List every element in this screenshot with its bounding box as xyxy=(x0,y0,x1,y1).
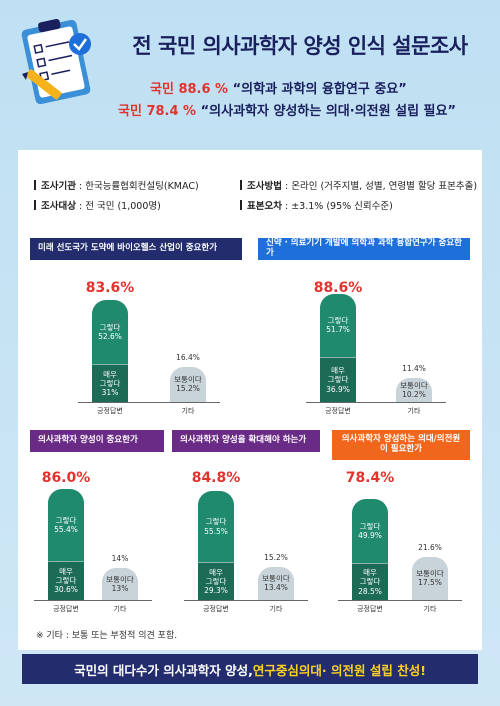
other-bar: 보통이다 13.4% xyxy=(258,566,294,600)
chart-title: 신약 · 의료기기 개발에 의학과 과학 융합연구가 중요한가 xyxy=(258,238,470,260)
neutral-segment: 보통이다 17.5% xyxy=(412,556,448,600)
strongly-agree-label: 매우 그렇다 29.3% xyxy=(204,567,228,596)
x-tick-label-other: 기타 xyxy=(423,605,437,613)
headline-1: 국민 88.6 % “의학과 과학의 융합연구 중요” xyxy=(150,78,407,97)
footer-text-highlight: 연구중심의대 xyxy=(252,662,322,678)
positive-total-label: 78.4% xyxy=(345,470,395,486)
x-tick-label-other: 기타 xyxy=(269,605,283,613)
strongly-agree-label: 매우 그렇다 30.6% xyxy=(54,566,78,595)
neutral-label: 보통이다 15.2% xyxy=(174,374,202,394)
strongly-agree-segment: 매우 그렇다 36.9% xyxy=(320,357,356,402)
survey-target: 조사대상 : 전 국민 (1,000명) xyxy=(34,198,161,212)
neutral-label: 보통이다 13.4% xyxy=(262,574,290,593)
other-bar: 보통이다 13% xyxy=(102,567,138,600)
x-axis-line xyxy=(184,600,308,601)
strongly-agree-segment: 매우 그렇다 28.5% xyxy=(352,563,388,600)
agree-segment: 그렇다 51.7% xyxy=(320,293,356,357)
positive-bar: 그렇다 55.4% 매우 그렇다 30.6% xyxy=(48,489,84,600)
strongly-agree-label: 매우 그렇다 28.5% xyxy=(358,568,382,596)
strongly-agree-segment: 매우 그렇다 31% xyxy=(92,364,128,402)
x-axis-line xyxy=(78,402,220,403)
survey-org: 조사기관 : 한국능률협회컨설팅(KMAC) xyxy=(34,178,199,192)
survey-method: 조사방법 : 온라인 (거주지별, 성별, 연령별 할당 표본추출) xyxy=(240,178,477,192)
positive-total-label: 83.6% xyxy=(85,280,135,296)
x-tick-label-other: 기타 xyxy=(181,407,195,415)
neutral-label: 보통이다 17.5% xyxy=(416,569,444,588)
chart-title: 미래 선도국가 도약에 바이오헬스 산업이 중요한가 xyxy=(30,238,242,260)
agree-label: 그렇다 52.6% xyxy=(98,322,122,342)
chart-title: 의사과학자 양성하는 의대/의전원이 필요한가 xyxy=(332,430,470,460)
positive-total-label: 88.6% xyxy=(313,280,363,296)
agree-label: 그렇다 55.5% xyxy=(204,517,228,536)
footer-banner: 국민의 대다수가 의사과학자 양성, 연구중심의대 · 의전원 설립 찬성! xyxy=(22,654,478,684)
headline-2-text: “의사과학자 양성하는 의대·의전원 설립 필요” xyxy=(196,104,457,119)
chart-title: 의사과학자 양성이 중요한가 xyxy=(30,430,164,452)
strongly-agree-label: 매우 그렇다 31% xyxy=(99,369,121,398)
clipboard-checklist-icon xyxy=(21,18,91,105)
agree-segment: 그렇다 55.5% xyxy=(198,490,234,563)
other-total-label: 11.4% xyxy=(402,364,426,374)
x-axis-line xyxy=(34,600,152,601)
agree-segment: 그렇다 49.9% xyxy=(352,499,388,564)
agree-segment: 그렇다 55.4% xyxy=(48,489,84,561)
agree-label: 그렇다 51.7% xyxy=(326,316,350,335)
agree-label: 그렇다 55.4% xyxy=(54,515,78,534)
headline-2-pct: 국민 78.4 % xyxy=(118,104,197,119)
page-title: 전 국민 의사과학자 양성 인식 설문조사 xyxy=(132,34,468,58)
neutral-segment: 보통이다 13.4% xyxy=(258,566,294,600)
neutral-label: 보통이다 13% xyxy=(106,574,134,593)
other-total-label: 16.4% xyxy=(176,352,200,362)
neutral-segment: 보통이다 13% xyxy=(102,567,138,600)
agree-segment: 그렇다 52.6% xyxy=(92,300,128,365)
positive-bar: 그렇다 55.5% 매우 그렇다 29.3% xyxy=(198,490,234,600)
x-axis-line xyxy=(306,402,446,403)
x-tick-label-positive: 긍정답변 xyxy=(325,407,351,415)
other-total-label: 15.2% xyxy=(264,552,288,562)
neutral-segment: 보통이다 15.2% xyxy=(170,366,206,402)
positive-bar: 그렇다 51.7% 매우 그렇다 36.9% xyxy=(320,293,356,402)
strongly-agree-segment: 매우 그렇다 29.3% xyxy=(198,562,234,600)
x-tick-label-positive: 긍정답변 xyxy=(203,605,229,613)
strongly-agree-label: 매우 그렇다 36.9% xyxy=(326,365,350,394)
header: 전 국민 의사과학자 양성 인식 설문조사 국민 88.6 % “의학과 과학의… xyxy=(0,0,500,140)
headline-2: 국민 78.4 % “의사과학자 양성하는 의대·의전원 설립 필요” xyxy=(118,100,456,119)
x-axis-line xyxy=(338,600,462,601)
agree-label: 그렇다 49.9% xyxy=(358,521,382,541)
x-tick-label-positive: 긍정답변 xyxy=(53,605,79,613)
positive-total-label: 84.8% xyxy=(191,470,241,486)
x-tick-label-other: 기타 xyxy=(407,407,421,415)
headline-1-text: “의학과 과학의 융합연구 중요” xyxy=(228,82,407,97)
chart-title: 의사과학자 양성을 확대해야 하는가 xyxy=(172,430,320,452)
positive-total-label: 86.0% xyxy=(41,470,91,486)
headline-1-pct: 국민 88.6 % xyxy=(150,82,229,97)
other-total-label: 14% xyxy=(111,553,129,563)
other-bar: 보통이다 10.2% xyxy=(396,378,432,402)
x-tick-label-other: 기타 xyxy=(113,605,127,613)
neutral-label: 보통이다 10.2% xyxy=(400,380,428,400)
other-bar: 보통이다 17.5% xyxy=(412,556,448,600)
footnote: ※ 기타 : 보통 또는 부정적 의견 포함. xyxy=(36,631,178,641)
neutral-segment: 보통이다 10.2% xyxy=(396,378,432,402)
x-tick-label-positive: 긍정답변 xyxy=(97,407,123,415)
x-tick-label-positive: 긍정답변 xyxy=(357,605,383,613)
other-bar: 보통이다 15.2% xyxy=(170,366,206,402)
strongly-agree-segment: 매우 그렇다 30.6% xyxy=(48,560,84,600)
positive-bar: 그렇다 52.6% 매우 그렇다 31% xyxy=(92,300,128,402)
footer-text-1: 국민의 대다수가 의사과학자 양성, xyxy=(74,662,253,678)
footer-text-3: · 의전원 설립 찬성! xyxy=(321,662,426,678)
other-total-label: 21.6% xyxy=(418,542,442,552)
positive-bar: 그렇다 49.9% 매우 그렇다 28.5% xyxy=(352,499,388,600)
survey-error: 표본오차 : ±3.1% (95% 신뢰수준) xyxy=(240,198,393,212)
